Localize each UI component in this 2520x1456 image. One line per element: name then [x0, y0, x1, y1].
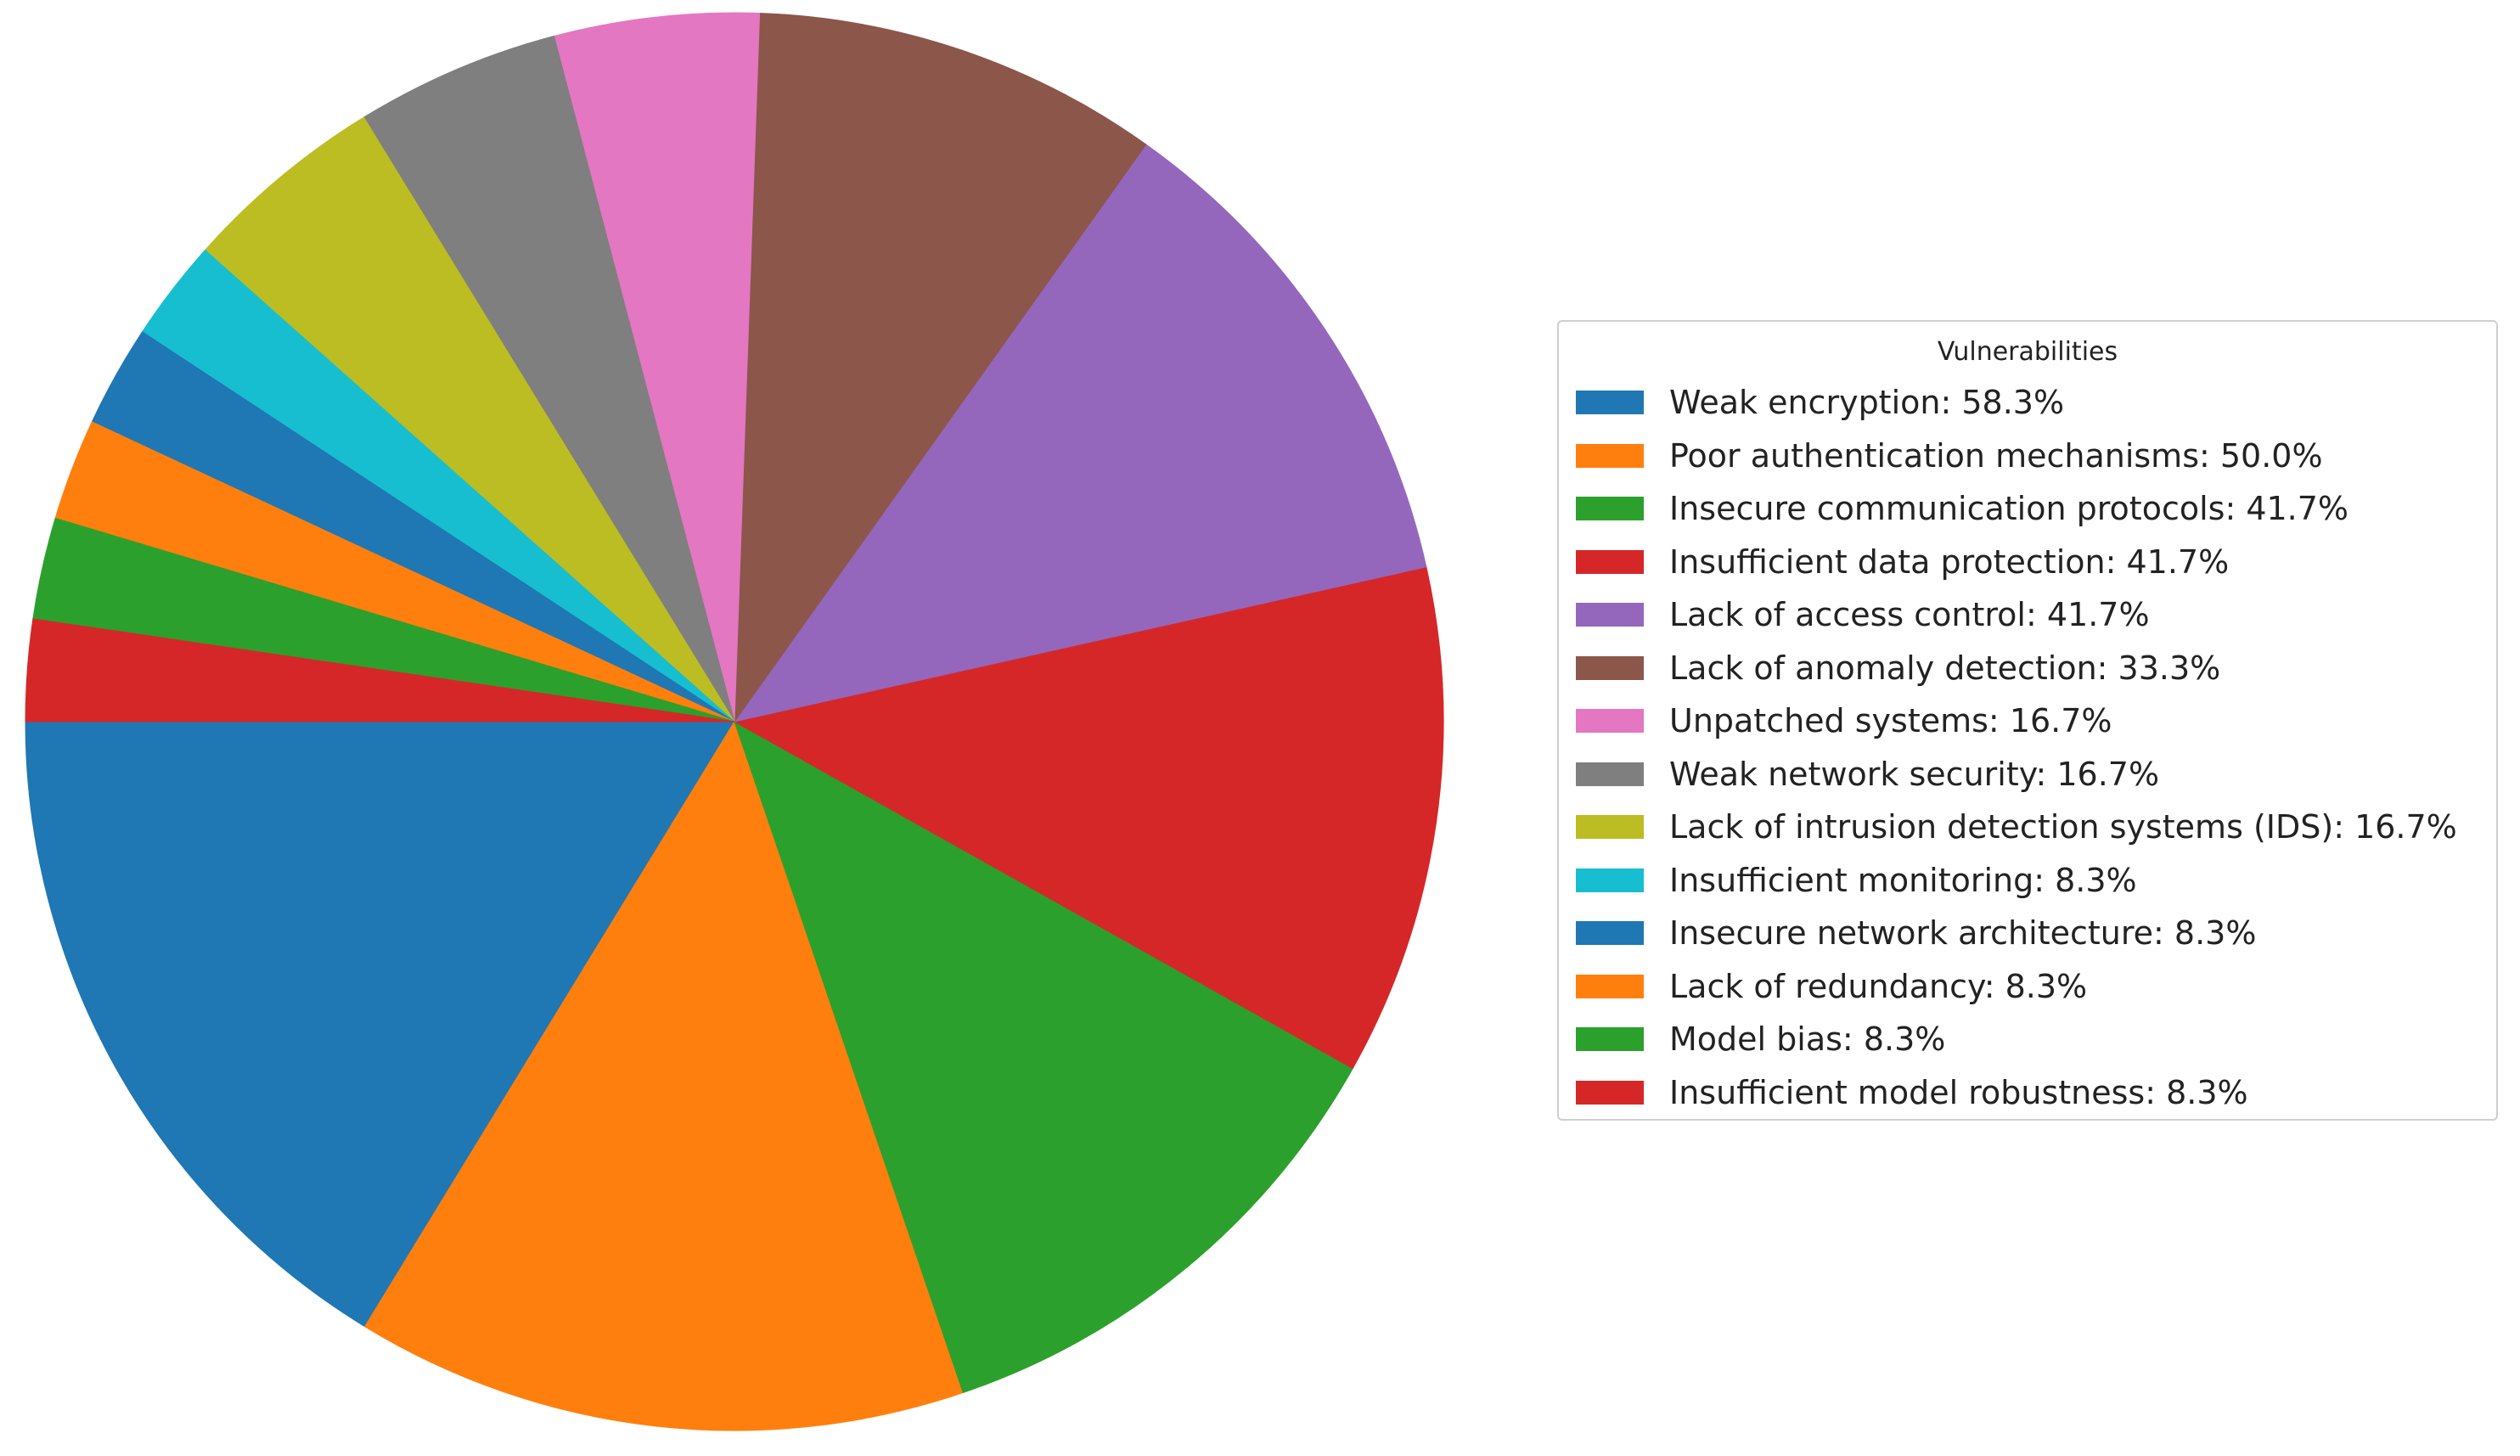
legend-swatch: [1576, 921, 1644, 946]
legend-label: Insufficient monitoring: 8.3%: [1669, 861, 2137, 899]
pie-slice-7: [553, 12, 761, 722]
legend-item-12: Lack of redundancy: 8.3%: [1576, 960, 2457, 1014]
legend-label: Lack of access control: 41.7%: [1669, 596, 2150, 634]
pie-slice-8: [363, 35, 735, 722]
legend-item-14: Insufficient model robustness: 8.3%: [1576, 1066, 2457, 1120]
legend-item-4: Insufficient data protection: 41.7%: [1576, 536, 2457, 589]
pie-slice-9: [204, 116, 735, 722]
legend-label: Insecure communication protocols: 41.7%: [1669, 490, 2349, 528]
pie-slices: [25, 12, 1444, 1431]
legend-label: Lack of intrusion detection systems (IDS…: [1669, 808, 2457, 846]
legend-swatch: [1576, 815, 1644, 840]
legend-swatch: [1576, 603, 1644, 627]
pie-slice-4: [733, 566, 1444, 1070]
legend: Vulnerabilities Weak encryption: 58.3% Po…: [1557, 320, 2498, 1121]
legend-label: Poor authentication mechanisms: 50.0%: [1669, 436, 2323, 475]
legend-items: Weak encryption: 58.3% Poor authenticatio…: [1576, 376, 2457, 1119]
legend-item-8: Weak network security: 16.7%: [1576, 748, 2457, 801]
legend-item-1: Weak encryption: 58.3%: [1576, 376, 2457, 430]
legend-swatch: [1576, 974, 1644, 998]
pie-slice-2: [363, 720, 964, 1431]
legend-item-9: Lack of intrusion detection systems (IDS…: [1576, 801, 2457, 854]
legend-item-2: Poor authentication mechanisms: 50.0%: [1576, 430, 2457, 483]
legend-label: Insecure network architecture: 8.3%: [1669, 914, 2257, 953]
pie-slice-3: [734, 720, 1353, 1394]
legend-item-13: Model bias: 8.3%: [1576, 1013, 2457, 1066]
legend-label: Weak network security: 16.7%: [1669, 755, 2160, 793]
legend-swatch: [1576, 709, 1644, 734]
pie-slice-6: [734, 13, 1147, 723]
legend-label: Insufficient data protection: 41.7%: [1669, 542, 2230, 581]
legend-label: Insufficient model robustness: 8.3%: [1669, 1073, 2248, 1111]
pie-chart: [25, 12, 1444, 1431]
legend-title: Vulnerabilities: [1937, 337, 2118, 367]
legend-item-5: Lack of access control: 41.7%: [1576, 588, 2457, 642]
legend-swatch: [1576, 655, 1644, 680]
legend-swatch: [1576, 1080, 1644, 1105]
pie-slice-1: [25, 721, 735, 1328]
legend-item-3: Insecure communication protocols: 41.7%: [1576, 482, 2457, 536]
legend-swatch: [1576, 443, 1644, 468]
legend-label: Lack of anomaly detection: 33.3%: [1669, 649, 2221, 687]
legend-swatch: [1576, 549, 1644, 574]
legend-item-6: Lack of anomaly detection: 33.3%: [1576, 642, 2457, 695]
legend-label: Unpatched systems: 16.7%: [1669, 702, 2112, 740]
legend-item-10: Insufficient monitoring: 8.3%: [1576, 854, 2457, 908]
legend-swatch: [1576, 868, 1644, 892]
legend-label: Model bias: 8.3%: [1669, 1020, 1946, 1059]
pie-slice-14: [25, 618, 735, 722]
legend-swatch: [1576, 1027, 1644, 1052]
legend-item-7: Unpatched systems: 16.7%: [1576, 694, 2457, 748]
legend-swatch: [1576, 762, 1644, 786]
legend-label: Lack of redundancy: 8.3%: [1669, 967, 2088, 1005]
legend-swatch: [1576, 391, 1644, 415]
legend-item-11: Insecure network architecture: 8.3%: [1576, 907, 2457, 960]
legend-swatch: [1576, 497, 1644, 521]
legend-label: Weak encryption: 58.3%: [1669, 384, 2065, 422]
pie-slice-5: [733, 143, 1427, 722]
